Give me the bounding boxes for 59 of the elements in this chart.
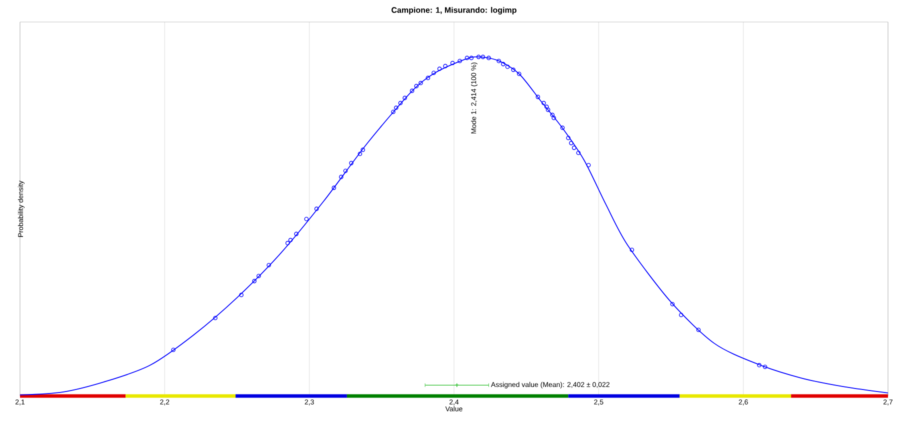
point xyxy=(414,84,419,88)
point xyxy=(239,292,244,298)
point xyxy=(678,312,684,318)
point xyxy=(536,94,540,100)
point xyxy=(432,70,436,76)
point xyxy=(552,116,556,120)
point xyxy=(391,110,396,114)
point xyxy=(550,112,555,118)
point xyxy=(476,54,481,60)
point xyxy=(314,206,319,211)
point xyxy=(360,148,366,152)
point xyxy=(450,60,455,66)
point xyxy=(566,136,570,140)
point xyxy=(343,168,348,173)
point xyxy=(443,64,448,68)
point xyxy=(256,274,261,278)
point xyxy=(511,68,516,72)
chart-title: Campione: 1, Misurando: logimp xyxy=(392,6,516,14)
point xyxy=(542,100,546,106)
point xyxy=(757,362,762,368)
point xyxy=(426,76,430,80)
point xyxy=(394,106,398,110)
point xyxy=(630,248,634,252)
point xyxy=(469,56,474,60)
point xyxy=(402,96,407,100)
point xyxy=(505,64,510,69)
point xyxy=(458,58,462,64)
point xyxy=(670,302,675,306)
point xyxy=(410,88,414,93)
point xyxy=(358,152,362,156)
point xyxy=(496,58,502,64)
point xyxy=(480,54,486,60)
point xyxy=(576,150,581,156)
point xyxy=(398,100,403,106)
point xyxy=(288,238,293,242)
point xyxy=(304,216,309,222)
point xyxy=(546,108,550,112)
point xyxy=(464,56,470,60)
point xyxy=(437,66,442,71)
point xyxy=(586,162,591,168)
point xyxy=(285,240,290,246)
point xyxy=(213,316,218,320)
point xyxy=(569,140,574,146)
point xyxy=(339,174,344,180)
point xyxy=(560,126,565,130)
point xyxy=(418,80,423,86)
point xyxy=(266,262,271,268)
point xyxy=(294,232,298,236)
point xyxy=(349,160,354,166)
point xyxy=(544,104,549,109)
point xyxy=(516,72,522,76)
point xyxy=(171,348,176,352)
point xyxy=(486,56,491,60)
point xyxy=(762,364,768,369)
point xyxy=(332,186,336,190)
point xyxy=(572,146,576,150)
point xyxy=(252,278,257,284)
point xyxy=(501,62,506,66)
point xyxy=(696,328,701,332)
